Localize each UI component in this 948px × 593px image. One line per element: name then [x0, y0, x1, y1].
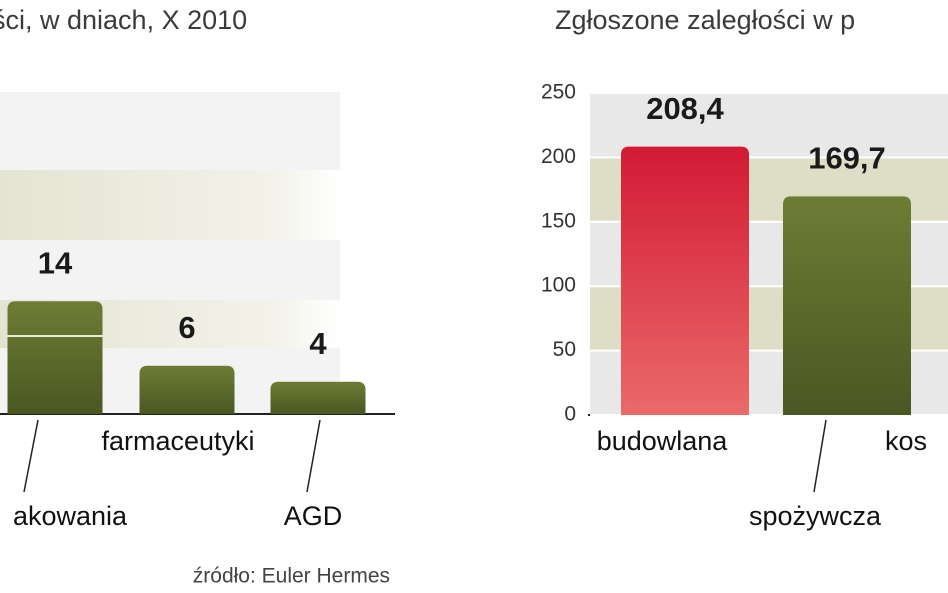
value-label: 169,7	[808, 141, 886, 176]
y-tick-label: 0	[564, 403, 576, 426]
bar	[621, 146, 749, 415]
y-tick-label: 50	[553, 338, 576, 361]
value-label: 14	[38, 245, 73, 280]
band	[0, 170, 340, 240]
x-tick-label: budowlana	[597, 426, 729, 456]
y-tick-label: 200	[541, 145, 576, 168]
bar	[139, 365, 235, 414]
x-tick-label: kos	[885, 426, 927, 456]
y-tick-label: 100	[541, 274, 576, 297]
bar	[7, 301, 103, 414]
y-tick-label: 250	[541, 81, 576, 104]
value-label: 4	[309, 326, 327, 361]
bar	[270, 381, 366, 414]
leader-line	[813, 419, 827, 493]
x-tick-label: akowania	[13, 501, 128, 531]
x-tick-label: AGD	[284, 501, 343, 531]
leader-line	[306, 419, 321, 493]
chart-title: ści, w dniach, X 2010	[0, 5, 247, 35]
value-label: 208,4	[646, 91, 724, 126]
y-tick-label: 150	[541, 209, 576, 232]
x-tick-label: farmaceutyki	[101, 426, 254, 456]
leader-line	[23, 419, 39, 493]
chart-title: Zgłoszone zaległości w p	[555, 5, 855, 35]
bar	[783, 196, 911, 415]
value-label: 6	[178, 310, 195, 345]
x-tick-label: spożywcza	[749, 501, 882, 531]
source-note: źródło: Euler Hermes	[193, 565, 390, 588]
